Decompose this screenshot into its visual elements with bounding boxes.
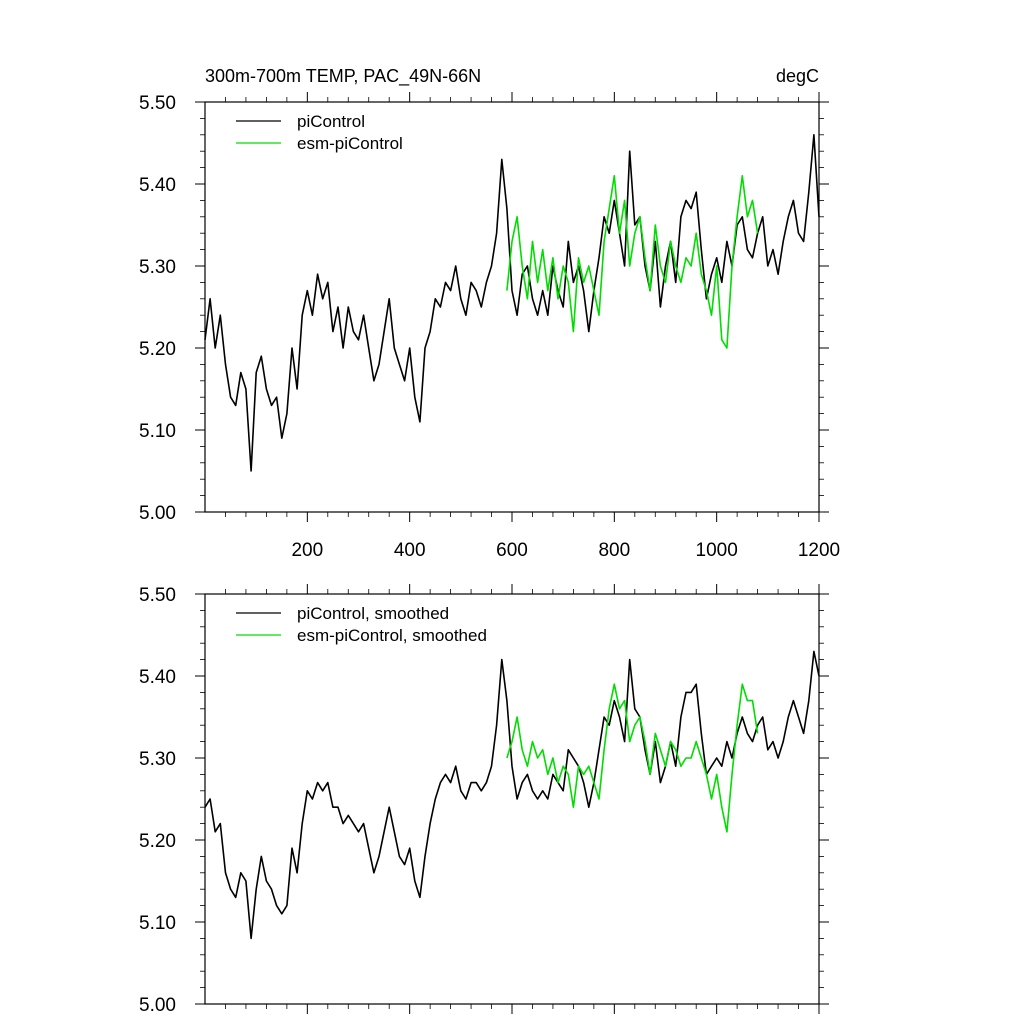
y-tick-label: 5.00 xyxy=(139,503,176,524)
legend: piControl, smoothed esm-piControl, smoot… xyxy=(236,604,487,645)
x-tick-label: 800 xyxy=(598,540,630,561)
x-tick-label: 1200 xyxy=(798,540,840,561)
y-tick-label: 5.00 xyxy=(139,995,176,1016)
y-tick-label: 5.30 xyxy=(139,749,176,770)
series-line-picontrol xyxy=(204,134,820,472)
series-lines xyxy=(204,650,820,940)
series-lines xyxy=(204,134,820,472)
y-tick-label: 5.50 xyxy=(139,585,176,606)
y-tick-label: 5.10 xyxy=(139,421,176,442)
y-tick-label: 5.20 xyxy=(139,339,176,360)
y-tick-label: 5.40 xyxy=(139,667,176,688)
legend-label-picontrol-smoothed: piControl, smoothed xyxy=(297,604,449,623)
x-tick-label: 400 xyxy=(394,540,426,561)
chart-title: 300m-700m TEMP, PAC_49N-66N xyxy=(205,66,481,87)
top-chart-panel: 300m-700m TEMP, PAC_49N-66N degC 5.00 5.1… xyxy=(139,66,840,561)
series-line-esm-picontrol-smoothed xyxy=(506,683,759,833)
series-line-esm-picontrol xyxy=(506,175,759,349)
y-tick-label: 5.10 xyxy=(139,913,176,934)
bottom-chart-panel: 5.00 5.10 5.20 5.30 5.40 5.50 piControl, smoo… xyxy=(139,584,829,1016)
x-tick-label: 600 xyxy=(496,540,528,561)
plot-frame xyxy=(204,101,820,513)
series-line-picontrol-smoothed xyxy=(204,650,820,940)
y-tick-label: 5.50 xyxy=(139,93,176,114)
legend-label-esm-picontrol: esm-piControl xyxy=(297,134,403,153)
x-tick-label: 200 xyxy=(291,540,323,561)
legend-label-picontrol: piControl xyxy=(297,112,365,131)
legend-label-esm-picontrol-smoothed: esm-piControl, smoothed xyxy=(297,626,487,645)
y-tick-label: 5.40 xyxy=(139,175,176,196)
axis-ticks: 5.00 5.10 5.20 5.30 5.40 5.50 200 400 600 800 1000… xyxy=(139,92,840,561)
x-tick-label: 1000 xyxy=(696,540,738,561)
y-tick-label: 5.30 xyxy=(139,257,176,278)
y-tick-label: 5.20 xyxy=(139,831,176,852)
plot-frame xyxy=(204,593,820,1005)
units-label: degC xyxy=(776,66,819,86)
axis-ticks: 5.00 5.10 5.20 5.30 5.40 5.50 xyxy=(139,584,829,1016)
legend: piControl esm-piControl xyxy=(236,112,403,153)
